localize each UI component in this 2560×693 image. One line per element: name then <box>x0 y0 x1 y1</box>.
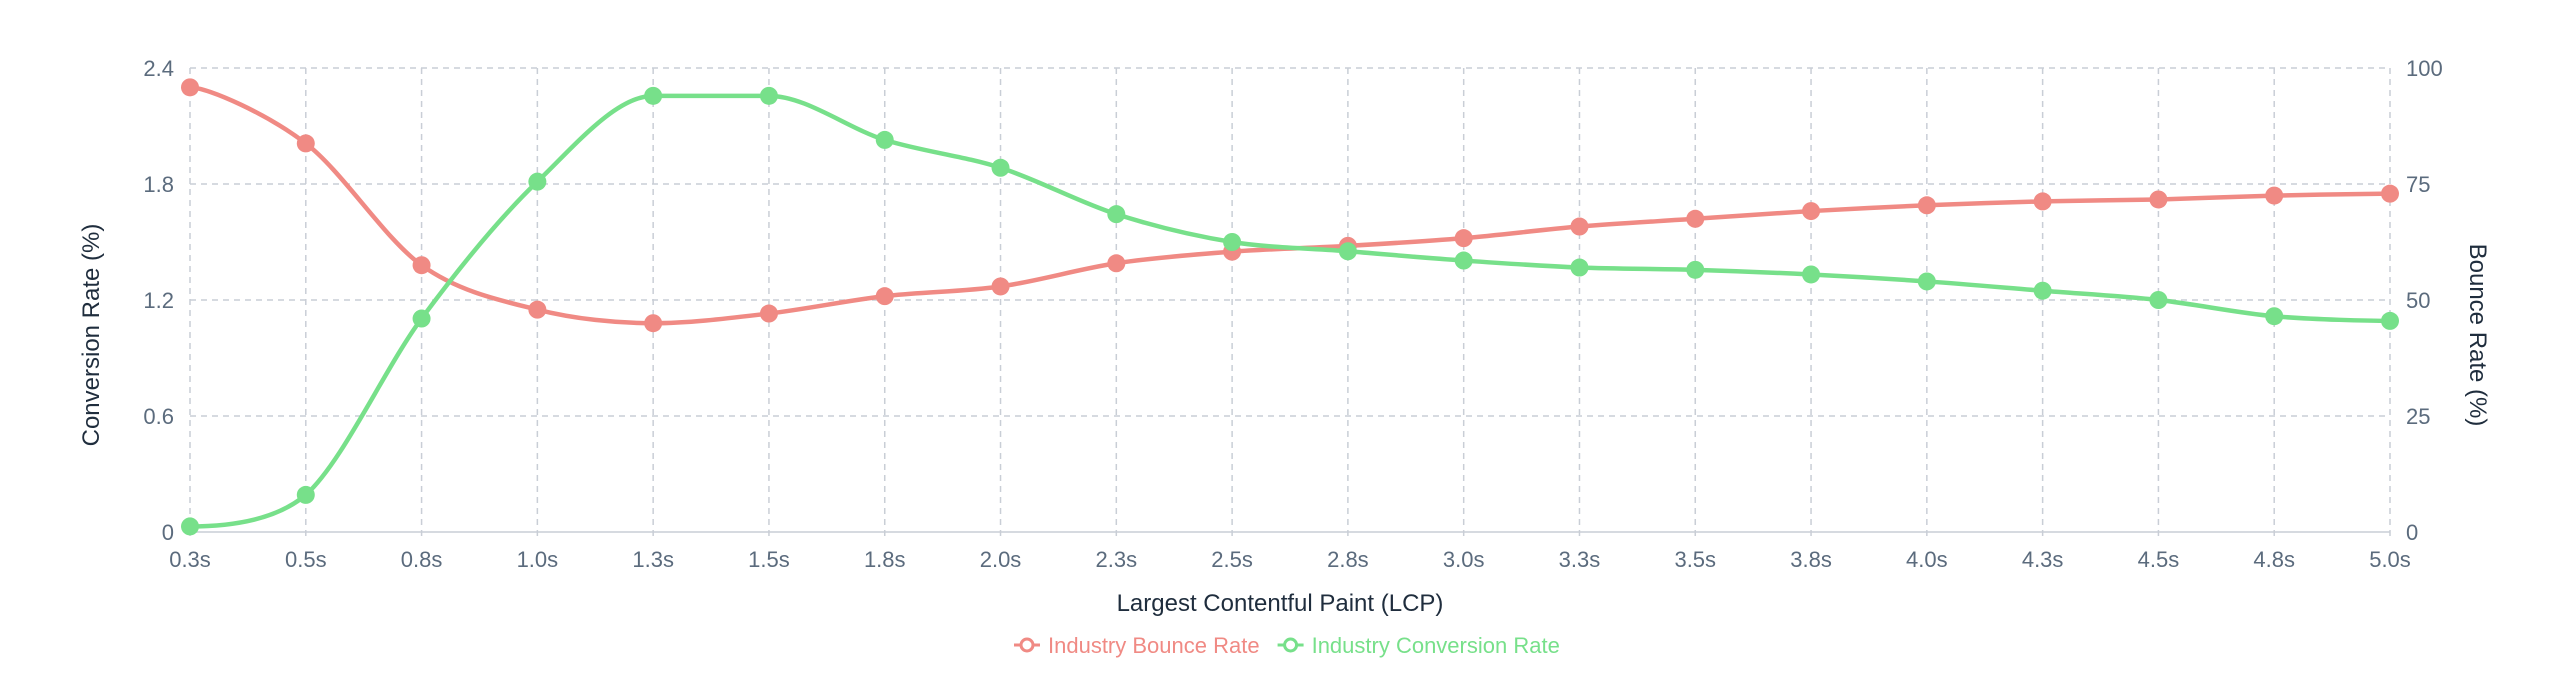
x-axis-title: Largest Contentful Paint (LCP) <box>1117 590 1444 617</box>
legend-item-industry-bounce-rate[interactable]: Industry Bounce Rate <box>1014 633 1260 658</box>
left-y-tick-label: 0.6 <box>143 404 174 429</box>
industry-conversion-rate-series <box>181 86 2399 536</box>
industry-bounce-rate-point[interactable] <box>2033 192 2052 211</box>
left-y-tick-label: 2.4 <box>143 56 174 81</box>
industry-conversion-rate-point[interactable] <box>296 485 315 504</box>
industry-bounce-rate-line <box>187 85 2393 326</box>
x-tick-label: 3.5s <box>1674 547 1716 572</box>
right-y-tick-label: 50 <box>2406 288 2430 313</box>
left-y-tick-label: 1.2 <box>143 288 174 313</box>
x-tick-label: 2.8s <box>1327 547 1369 572</box>
industry-bounce-rate-point[interactable] <box>991 277 1010 296</box>
industry-bounce-rate-point[interactable] <box>875 287 894 306</box>
x-tick-label: 1.8s <box>864 547 906 572</box>
industry-conversion-rate-point[interactable] <box>1802 265 1821 284</box>
grid-layer <box>189 67 2391 540</box>
industry-conversion-rate-point[interactable] <box>1223 233 1242 251</box>
industry-conversion-rate-point[interactable] <box>644 86 663 105</box>
industry-conversion-rate-point[interactable] <box>2381 311 2399 330</box>
industry-bounce-rate-point[interactable] <box>759 304 778 323</box>
x-tick-label: 5.0s <box>2369 547 2411 572</box>
x-tick-label: 4.5s <box>2138 547 2180 572</box>
legend-swatch-marker <box>1283 637 1299 653</box>
x-tick-label: 0.5s <box>285 547 327 572</box>
industry-conversion-rate-point[interactable] <box>875 130 894 149</box>
left-y-tick-label: 1.8 <box>143 172 174 197</box>
x-tick-label: 2.0s <box>980 547 1022 572</box>
industry-conversion-rate-point[interactable] <box>2265 307 2284 326</box>
industry-bounce-rate-point[interactable] <box>644 314 663 333</box>
industry-conversion-rate-point[interactable] <box>2033 281 2052 300</box>
industry-conversion-rate-point[interactable] <box>2149 291 2168 309</box>
industry-conversion-rate-point[interactable] <box>1107 205 1126 224</box>
right-y-tick-label: 75 <box>2406 172 2430 197</box>
industry-conversion-rate-point[interactable] <box>1686 260 1705 279</box>
x-tick-label: 4.8s <box>2253 547 2295 572</box>
industry-bounce-rate-point[interactable] <box>1570 217 1589 236</box>
right-y-tick-label: 25 <box>2406 404 2430 429</box>
legend-item-industry-conversion-rate[interactable]: Industry Conversion Rate <box>1277 633 1560 658</box>
industry-bounce-rate-point[interactable] <box>1454 229 1473 248</box>
right-y-axis-title: Bounce Rate (%) <box>2464 244 2491 427</box>
series-layer <box>181 78 2399 536</box>
x-tick-label: 0.8s <box>401 547 443 572</box>
industry-bounce-rate-point[interactable] <box>2265 186 2284 205</box>
legend: Industry Bounce Rate Industry Conversion … <box>1014 633 1560 658</box>
x-tick-label: 3.3s <box>1559 547 1601 572</box>
left-y-tick-label: 0 <box>162 520 174 545</box>
industry-conversion-rate-point[interactable] <box>181 517 199 536</box>
industry-conversion-rate-point[interactable] <box>991 158 1010 177</box>
x-tick-label: 1.0s <box>517 547 559 572</box>
industry-bounce-rate-point[interactable] <box>412 256 431 275</box>
right-y-tick-label: 0 <box>2406 520 2418 545</box>
industry-conversion-rate-point[interactable] <box>759 86 778 105</box>
x-tick-label: 2.3s <box>1096 547 1138 572</box>
industry-bounce-rate-point[interactable] <box>1802 202 1821 221</box>
x-tick-label: 2.5s <box>1211 547 1253 572</box>
legend-label: Industry Conversion Rate <box>1312 633 1560 658</box>
industry-bounce-rate-point[interactable] <box>1107 254 1126 273</box>
industry-bounce-rate-series <box>181 78 2399 333</box>
axis-layer: 0 0.6 1.2 1.8 2.4 0 25 50 75 100 0.3s 0.5s 0.8s 1.0s 1… <box>143 56 2442 572</box>
left-y-axis-title: Conversion Rate (%) <box>78 224 105 447</box>
industry-conversion-rate-point[interactable] <box>1570 258 1589 277</box>
x-tick-label: 3.0s <box>1443 547 1485 572</box>
x-tick-label: 3.8s <box>1790 547 1832 572</box>
industry-bounce-rate-point[interactable] <box>181 78 199 97</box>
x-tick-label: 4.3s <box>2022 547 2064 572</box>
legend-label: Industry Bounce Rate <box>1048 633 1260 658</box>
x-tick-label: 0.3s <box>169 547 211 572</box>
industry-conversion-rate-line <box>187 93 2393 529</box>
legend-swatch-marker <box>1019 637 1035 653</box>
x-tick-label: 1.3s <box>632 547 674 572</box>
industry-conversion-rate-point[interactable] <box>1454 251 1473 270</box>
x-tick-label: 1.5s <box>748 547 790 572</box>
industry-bounce-rate-point[interactable] <box>2381 184 2399 203</box>
industry-bounce-rate-point[interactable] <box>1917 196 1936 215</box>
industry-conversion-rate-point[interactable] <box>412 309 431 328</box>
industry-conversion-rate-point[interactable] <box>1917 272 1936 291</box>
industry-bounce-rate-point[interactable] <box>1686 209 1705 228</box>
industry-conversion-rate-point[interactable] <box>528 172 547 191</box>
x-tick-label: 4.0s <box>1906 547 1948 572</box>
industry-bounce-rate-point[interactable] <box>528 300 547 319</box>
industry-bounce-rate-point[interactable] <box>296 134 315 153</box>
industry-bounce-rate-point[interactable] <box>2149 190 2168 209</box>
right-y-tick-label: 100 <box>2406 56 2443 81</box>
industry-conversion-rate-point[interactable] <box>1338 242 1357 261</box>
